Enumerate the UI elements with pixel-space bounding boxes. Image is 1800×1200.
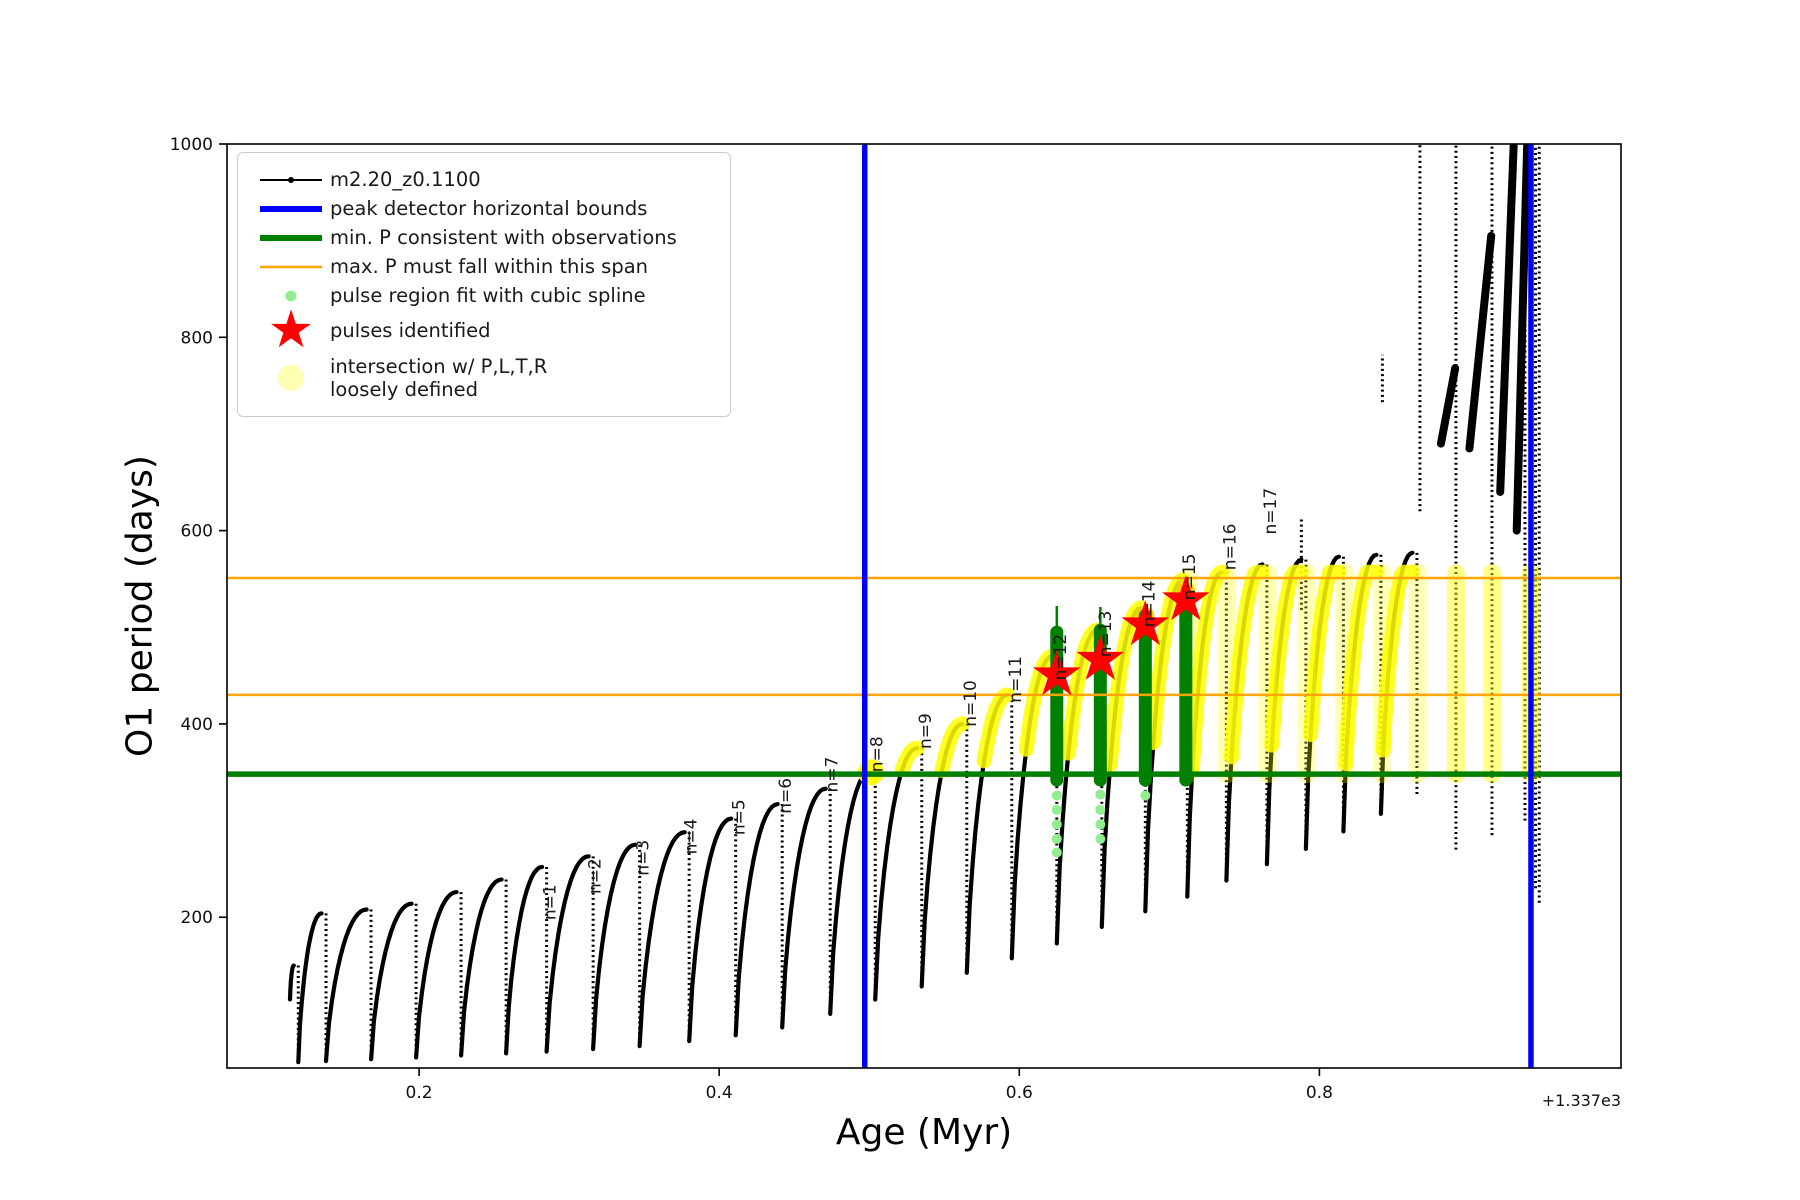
legend-item-label: min. P consistent with observations [330, 226, 677, 249]
pulse-star: ★ [1158, 562, 1214, 635]
cycle-label: n=5 [730, 799, 750, 835]
legend-item-intersection: intersection w/ P,L,T,R loosely defined [252, 350, 716, 406]
orange-line-icon [252, 260, 330, 274]
legend: m2.20_z0.1100 peak detector horizontal b… [237, 152, 731, 417]
x-axis-label: Age (Myr) [835, 1112, 1013, 1153]
y-axis-label: O1 period (days) [119, 455, 161, 757]
y-tick-label: 800 [181, 328, 213, 348]
x-tick-label: 0.4 [706, 1083, 733, 1103]
cycle-label: n=10 [961, 680, 981, 727]
y-tick-label: 1000 [170, 135, 213, 155]
cycle-label: n=11 [1006, 656, 1026, 703]
cycle-label: n=4 [682, 819, 702, 855]
x-tick-label: 0.2 [406, 1083, 433, 1103]
pulse-star: ★ [1118, 587, 1174, 660]
blue-line-icon [252, 202, 330, 216]
y-tick-label: 400 [181, 715, 213, 735]
cycle-label: n=8 [868, 736, 888, 772]
legend-item-label: peak detector horizontal bounds [330, 197, 648, 220]
paleyellow-dot-icon [252, 361, 330, 395]
cycle-label: n=14 [1139, 581, 1159, 628]
legend-item-label: m2.20_z0.1100 [330, 168, 481, 191]
cycle-label: n=13 [1096, 611, 1116, 658]
legend-item-label: pulses identified [330, 318, 491, 342]
cycle-label: n=16 [1220, 524, 1240, 571]
legend-item-label: pulse region fit with cubic spline [330, 284, 646, 307]
cycle-label: n=6 [776, 778, 796, 814]
cycle-label: n=3 [634, 840, 654, 876]
legend-item-series: m2.20_z0.1100 [252, 165, 716, 194]
x-axis-offset-label: +1.337e3 [1542, 1091, 1621, 1110]
cycle-label: n=9 [916, 713, 936, 749]
cycle-label: n=15 [1180, 554, 1200, 601]
legend-item-pulses: ★ pulses identified [252, 300, 716, 360]
y-tick-label: 600 [181, 522, 213, 542]
legend-item-spline: pulse region fit with cubic spline [252, 281, 716, 310]
lightgreen-dot-icon [252, 288, 330, 304]
legend-item-min-p: min. P consistent with observations [252, 223, 716, 252]
x-tick-label: 0.6 [1006, 1083, 1033, 1103]
cycle-label: n=17 [1261, 488, 1281, 535]
legend-item-peak-bounds: peak detector horizontal bounds [252, 194, 716, 223]
y-tick-label: 200 [181, 908, 213, 928]
red-star-icon: ★ [267, 300, 315, 360]
cycle-label: n=12 [1051, 634, 1071, 681]
black-line-dot-icon [252, 173, 330, 187]
pulse-star: ★ [1029, 637, 1085, 710]
pulse-star: ★ [1073, 622, 1129, 695]
legend-item-max-p: max. P must fall within this span [252, 252, 716, 281]
cycle-label: n=2 [586, 858, 606, 894]
green-line-icon [252, 231, 330, 245]
x-tick-label: 0.8 [1306, 1083, 1333, 1103]
cycle-label: n=1 [541, 884, 561, 920]
legend-item-label: intersection w/ P,L,T,R loosely defined [330, 355, 548, 401]
legend-item-label: max. P must fall within this span [330, 255, 649, 278]
cycle-label: n=7 [823, 757, 843, 793]
